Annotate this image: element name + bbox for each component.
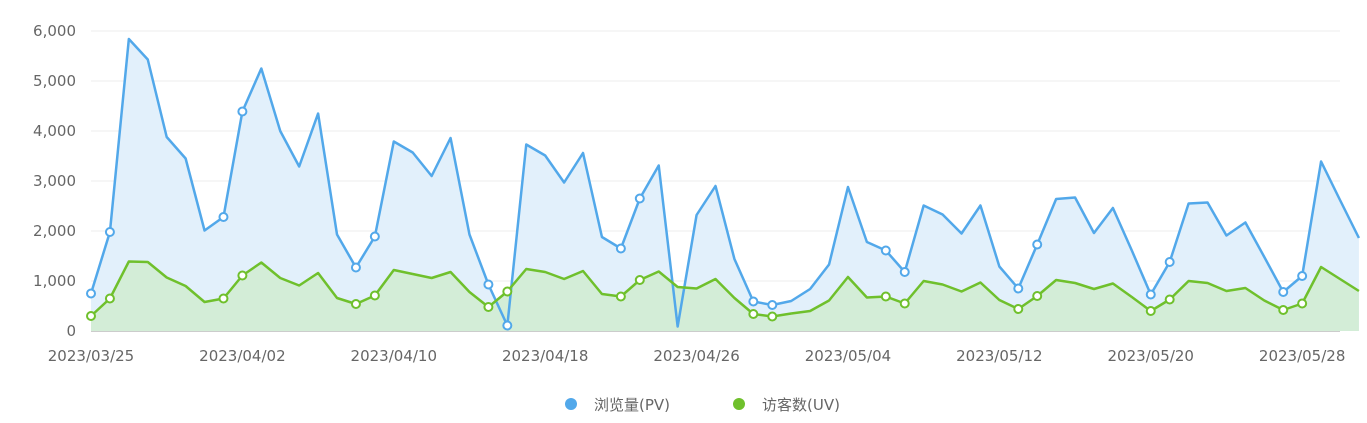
data-point (502, 320, 513, 331)
data-point (899, 267, 910, 277)
legend: 浏览量(PV) 访客数(UV) (565, 396, 840, 414)
data-point (483, 279, 494, 290)
y-tick-label: 2,000 (33, 222, 76, 240)
x-tick-label: 2023/05/20 (1108, 347, 1194, 365)
data-point (86, 311, 96, 321)
data-point (634, 193, 645, 204)
x-tick-label: 2023/05/04 (805, 347, 891, 365)
data-point (615, 243, 626, 254)
y-tick-label: 1,000 (33, 272, 76, 290)
data-point (369, 231, 380, 242)
series-areas (91, 39, 1359, 331)
series-area-1 (91, 261, 1359, 331)
y-tick-label: 4,000 (33, 122, 76, 140)
y-axis-tick-labels: 0 1,000 2,000 3,000 4,000 5,000 6,000 (33, 22, 76, 340)
series-markers (86, 38, 1360, 331)
series-area-0 (91, 39, 1359, 331)
y-tick-label: 3,000 (33, 172, 76, 190)
data-point (899, 298, 910, 309)
x-axis-tick-labels: 2023/03/25 2023/04/02 2023/04/10 2023/04/18… (48, 347, 1346, 365)
data-point (634, 275, 645, 285)
legend-label-0: 浏览量(PV) (594, 396, 670, 414)
data-point (350, 262, 361, 273)
legend-label-1: 访客数(UV) (762, 396, 840, 414)
data-point (369, 290, 380, 301)
x-tick-label: 2023/04/10 (351, 347, 437, 365)
x-tick-label: 2023/05/28 (1259, 347, 1345, 365)
data-point (1297, 298, 1308, 309)
data-point (1297, 271, 1308, 281)
data-point (1032, 239, 1043, 250)
data-point (1145, 289, 1156, 300)
data-point (880, 291, 891, 302)
data-point (237, 270, 248, 281)
data-point (880, 245, 891, 256)
data-point (1013, 304, 1024, 314)
x-tick-label: 2023/04/18 (502, 347, 588, 365)
data-point (748, 296, 759, 307)
data-point (1145, 306, 1156, 316)
data-point (1032, 291, 1043, 301)
data-point (1278, 305, 1289, 315)
x-tick-label: 2023/04/02 (199, 347, 285, 365)
data-point (104, 227, 115, 237)
data-point (483, 302, 494, 312)
x-tick-label: 2023/04/26 (653, 347, 739, 365)
data-point (615, 291, 626, 302)
data-point (237, 106, 248, 117)
data-point (1278, 287, 1289, 297)
data-point (767, 311, 778, 322)
data-point (767, 300, 778, 310)
data-point (1013, 283, 1024, 294)
data-point (86, 288, 96, 299)
x-tick-label: 2023/03/25 (48, 347, 134, 365)
data-point (748, 309, 759, 319)
legend-marker-0 (565, 398, 577, 410)
data-point (218, 212, 229, 222)
data-point (350, 299, 361, 309)
data-point (1164, 257, 1175, 267)
x-tick-label: 2023/05/12 (956, 347, 1042, 365)
data-point (104, 293, 115, 304)
legend-marker-1 (733, 398, 745, 410)
data-point (502, 286, 513, 297)
data-point (218, 293, 229, 304)
y-tick-label: 5,000 (33, 72, 76, 90)
y-tick-label: 6,000 (33, 22, 76, 40)
y-tick-label: 0 (66, 322, 76, 340)
data-point (1164, 294, 1175, 305)
series-line-0 (89, 37, 1361, 328)
